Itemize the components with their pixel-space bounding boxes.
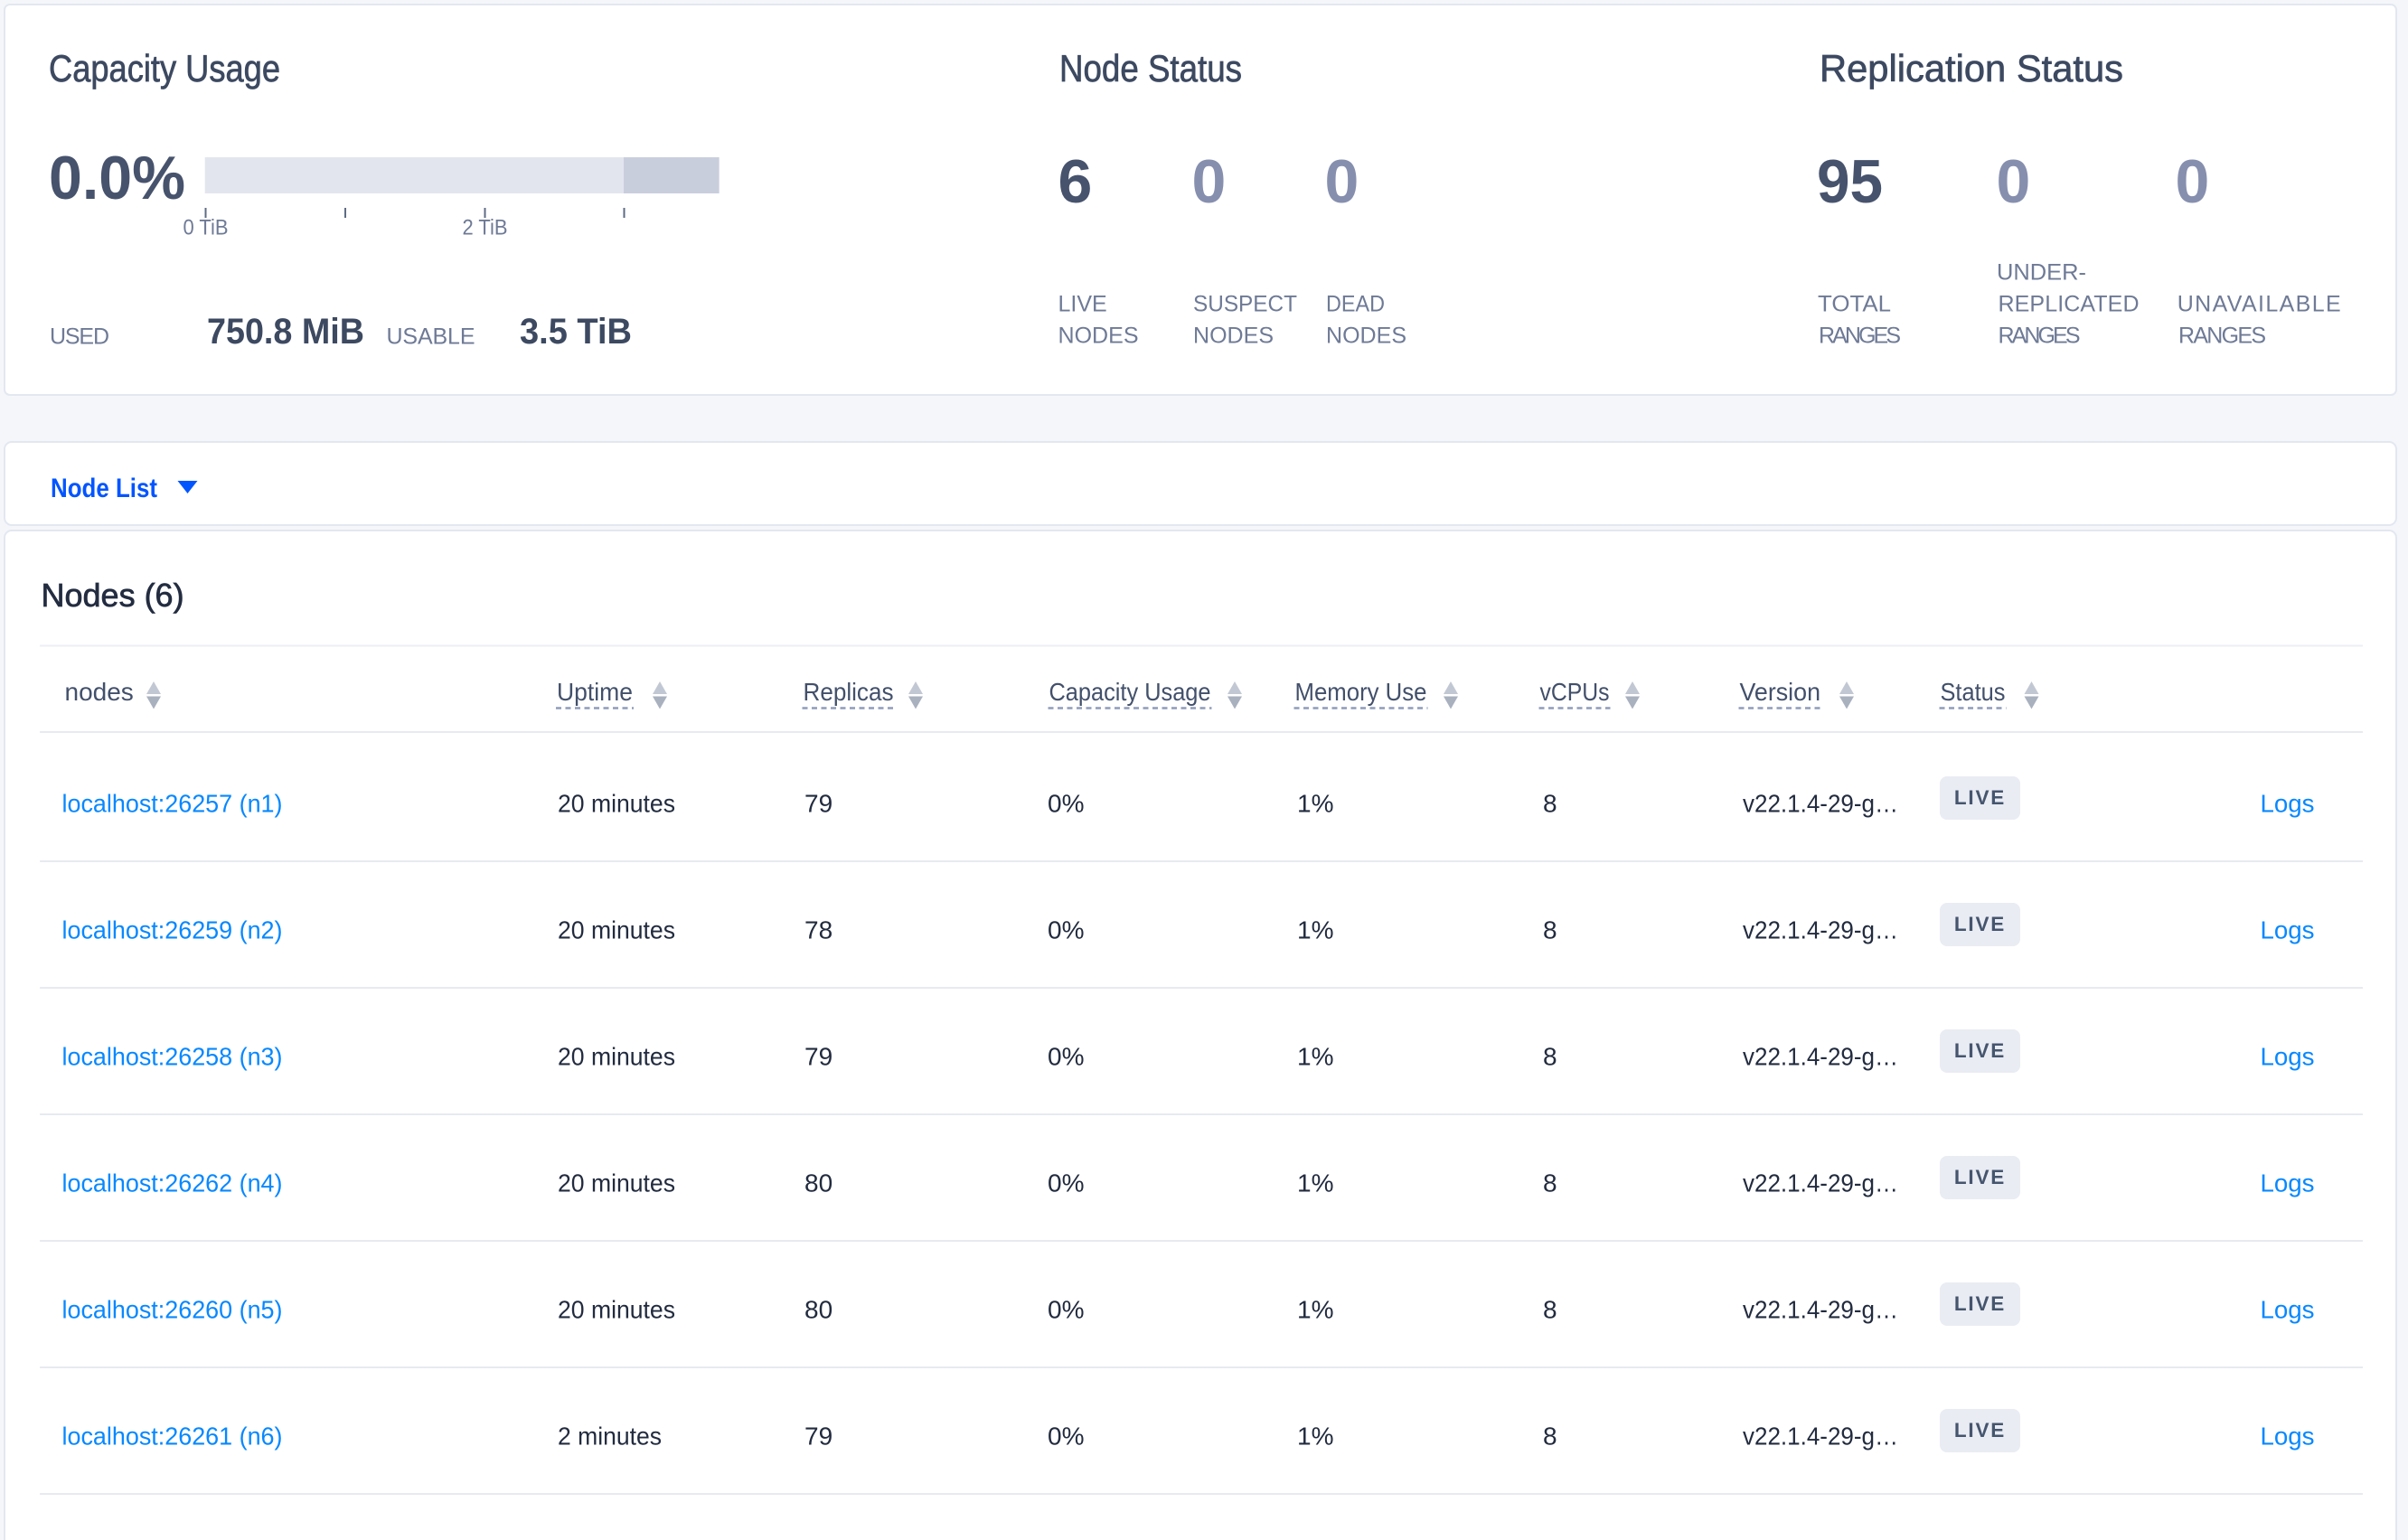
svg-text:Logs: Logs	[2261, 1423, 2315, 1451]
svg-text:Node List: Node List	[51, 474, 157, 503]
svg-text:95: 95	[1817, 147, 1883, 216]
svg-text:NODES: NODES	[1193, 324, 1274, 349]
svg-text:UNDER-: UNDER-	[1997, 260, 2086, 286]
svg-text:Logs: Logs	[2261, 790, 2315, 818]
svg-text:1%: 1%	[1297, 1169, 1333, 1197]
svg-text:RANGES: RANGES	[1819, 324, 1901, 349]
svg-text:79: 79	[804, 1043, 832, 1071]
svg-text:2 TiB: 2 TiB	[463, 216, 508, 240]
svg-text:REPLICATED: REPLICATED	[1999, 292, 2140, 317]
svg-text:0%: 0%	[1048, 916, 1084, 944]
svg-text:localhost:26261 (n6): localhost:26261 (n6)	[62, 1423, 283, 1451]
svg-text:v22.1.4-29-g…: v22.1.4-29-g…	[1743, 1169, 1898, 1197]
svg-text:Capacity Usage: Capacity Usage	[49, 47, 280, 89]
svg-text:Nodes (6): Nodes (6)	[42, 577, 184, 614]
svg-text:SUSPECT: SUSPECT	[1193, 292, 1297, 317]
svg-text:localhost:26260 (n5): localhost:26260 (n5)	[62, 1296, 283, 1324]
svg-text:0: 0	[1325, 147, 1359, 216]
svg-text:localhost:26258 (n3): localhost:26258 (n3)	[62, 1043, 283, 1071]
svg-text:0%: 0%	[1048, 1169, 1084, 1197]
svg-text:TOTAL: TOTAL	[1818, 292, 1891, 317]
svg-text:0%: 0%	[1048, 790, 1084, 818]
svg-text:LIVE: LIVE	[1954, 1166, 2006, 1188]
svg-text:8: 8	[1543, 1296, 1557, 1324]
svg-text:LIVE: LIVE	[1058, 292, 1107, 317]
svg-text:79: 79	[804, 1423, 832, 1451]
svg-text:80: 80	[804, 1296, 832, 1324]
svg-text:v22.1.4-29-g…: v22.1.4-29-g…	[1743, 790, 1898, 818]
svg-text:0 TiB: 0 TiB	[183, 216, 229, 240]
svg-text:1%: 1%	[1297, 1423, 1333, 1451]
svg-text:Logs: Logs	[2261, 916, 2315, 944]
svg-text:Memory Use: Memory Use	[1295, 678, 1427, 706]
svg-text:Replication Status: Replication Status	[1820, 47, 2123, 89]
svg-text:NODES: NODES	[1326, 324, 1406, 349]
svg-text:80: 80	[804, 1169, 832, 1197]
svg-text:0%: 0%	[1048, 1423, 1084, 1451]
svg-text:1%: 1%	[1297, 1043, 1333, 1071]
svg-text:USABLE: USABLE	[387, 324, 475, 350]
svg-text:Replicas: Replicas	[804, 678, 894, 706]
svg-text:20 minutes: 20 minutes	[558, 1296, 675, 1324]
svg-text:8: 8	[1543, 790, 1557, 818]
svg-text:RANGES: RANGES	[1999, 324, 2081, 349]
svg-text:Version: Version	[1740, 678, 1821, 706]
svg-text:localhost:26257 (n1): localhost:26257 (n1)	[62, 790, 283, 818]
svg-text:0: 0	[1192, 147, 1227, 216]
svg-text:LIVE: LIVE	[1954, 1039, 2006, 1062]
svg-text:0: 0	[2176, 147, 2210, 216]
svg-text:0.0%: 0.0%	[49, 144, 185, 212]
svg-text:1%: 1%	[1297, 916, 1333, 944]
svg-text:vCPUs: vCPUs	[1540, 678, 1610, 706]
svg-text:nodes: nodes	[65, 678, 134, 706]
svg-text:20 minutes: 20 minutes	[558, 790, 675, 818]
svg-text:20 minutes: 20 minutes	[558, 1169, 675, 1197]
svg-text:8: 8	[1543, 1423, 1557, 1451]
svg-text:localhost:26262 (n4): localhost:26262 (n4)	[62, 1169, 283, 1197]
svg-text:0: 0	[1997, 147, 2031, 216]
svg-text:LIVE: LIVE	[1954, 1419, 2006, 1441]
svg-text:20 minutes: 20 minutes	[558, 916, 675, 944]
svg-text:0%: 0%	[1048, 1296, 1084, 1324]
svg-text:v22.1.4-29-g…: v22.1.4-29-g…	[1743, 916, 1898, 944]
svg-text:1%: 1%	[1297, 1296, 1333, 1324]
svg-text:LIVE: LIVE	[1954, 913, 2006, 935]
svg-text:Logs: Logs	[2261, 1296, 2315, 1324]
svg-text:20 minutes: 20 minutes	[558, 1043, 675, 1071]
svg-text:v22.1.4-29-g…: v22.1.4-29-g…	[1743, 1296, 1898, 1324]
svg-text:8: 8	[1543, 916, 1557, 944]
svg-text:750.8 MiB: 750.8 MiB	[207, 312, 364, 352]
svg-text:UNAVAILABLE: UNAVAILABLE	[2178, 292, 2341, 317]
svg-text:v22.1.4-29-g…: v22.1.4-29-g…	[1743, 1423, 1898, 1451]
svg-text:6: 6	[1058, 147, 1093, 216]
svg-text:Capacity Usage: Capacity Usage	[1049, 678, 1211, 706]
svg-text:2 minutes: 2 minutes	[558, 1423, 662, 1451]
svg-text:78: 78	[804, 916, 832, 944]
svg-text:8: 8	[1543, 1043, 1557, 1071]
svg-text:USED: USED	[50, 324, 109, 350]
svg-text:v22.1.4-29-g…: v22.1.4-29-g…	[1743, 1043, 1898, 1071]
svg-text:RANGES: RANGES	[2178, 324, 2266, 349]
svg-text:Logs: Logs	[2261, 1043, 2315, 1071]
svg-text:0%: 0%	[1048, 1043, 1084, 1071]
svg-text:Node Status: Node Status	[1059, 47, 1242, 89]
svg-text:LIVE: LIVE	[1954, 786, 2006, 809]
svg-text:79: 79	[804, 790, 832, 818]
svg-text:1%: 1%	[1297, 790, 1333, 818]
svg-text:Uptime: Uptime	[557, 678, 633, 706]
svg-text:Status: Status	[1941, 678, 2006, 706]
svg-text:DEAD: DEAD	[1326, 292, 1385, 317]
svg-text:localhost:26259 (n2): localhost:26259 (n2)	[62, 916, 283, 944]
svg-text:LIVE: LIVE	[1954, 1292, 2006, 1315]
svg-text:8: 8	[1543, 1169, 1557, 1197]
svg-text:3.5 TiB: 3.5 TiB	[520, 312, 632, 352]
svg-text:Logs: Logs	[2261, 1169, 2315, 1197]
svg-text:NODES: NODES	[1058, 324, 1139, 349]
